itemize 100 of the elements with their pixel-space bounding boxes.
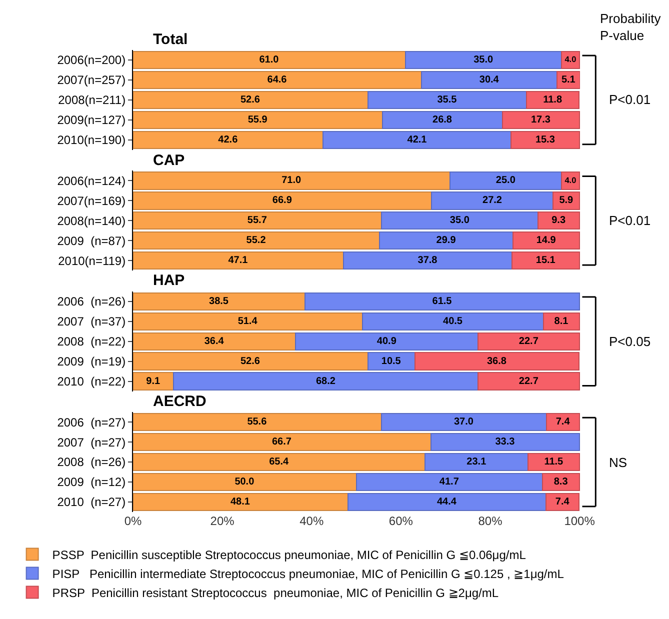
data-label: 66.9 xyxy=(272,195,292,206)
y-tick-label: 2009(n=127) xyxy=(57,113,126,128)
bar xyxy=(546,412,580,432)
bar xyxy=(133,130,324,150)
data-label: 4.0 xyxy=(564,55,577,64)
data-label: 61.0 xyxy=(259,54,280,66)
data-label: 55.6 xyxy=(247,416,268,428)
data-label: 15.1 xyxy=(536,255,556,266)
data-label: 30.4 xyxy=(479,74,500,86)
y-tick-label: 2010(n=190) xyxy=(57,133,126,148)
data-label: 65.4 xyxy=(269,456,289,468)
data-label: 23.1 xyxy=(466,456,487,468)
data-label: 35.0 xyxy=(450,215,470,226)
bar xyxy=(528,452,580,472)
y-tick-label: 2010 (n=27) xyxy=(57,495,126,510)
bar xyxy=(133,452,426,472)
data-label: 55.9 xyxy=(248,114,268,126)
bar xyxy=(502,110,580,130)
bar xyxy=(356,472,543,492)
bar xyxy=(133,292,306,310)
data-label: 5.1 xyxy=(561,74,576,86)
y-tick-label: 2007(n=257) xyxy=(57,73,126,88)
x-tick-label: 40% xyxy=(300,514,324,528)
legend-label: PSSP Penicillin susceptible Streptococcus pneumoniae, MIC of Penicillin G ≦0.06μg/mL xyxy=(52,548,526,562)
y-tick-label: 2006 (n=26) xyxy=(57,294,126,309)
data-label: 37.8 xyxy=(418,255,438,266)
data-label: 27.2 xyxy=(482,195,502,206)
y-tick-label: 2009 (n=87) xyxy=(57,234,126,248)
bar xyxy=(133,492,348,512)
text: P<0.05 xyxy=(609,334,651,349)
bar xyxy=(420,70,558,90)
bar xyxy=(362,312,544,330)
bar xyxy=(510,130,580,150)
data-label: 40.9 xyxy=(376,336,397,347)
bar xyxy=(133,110,384,130)
bar xyxy=(526,90,580,110)
chart-title: CAP xyxy=(153,152,185,169)
x-tick-label: 0% xyxy=(124,514,142,528)
x-tick-label: 60% xyxy=(388,514,414,528)
chart-title: Total xyxy=(153,31,188,48)
data-label: 9.3 xyxy=(552,215,566,226)
bar xyxy=(546,492,580,512)
bar xyxy=(342,252,513,270)
data-label: 8.3 xyxy=(554,476,568,488)
bar xyxy=(133,252,344,270)
bar xyxy=(367,90,527,110)
y-tick-label: 2010 (n=22) xyxy=(57,374,126,389)
bar xyxy=(304,292,580,310)
bar xyxy=(133,70,422,90)
data-label: 50.0 xyxy=(234,476,255,488)
data-label: 7.4 xyxy=(556,416,570,428)
data-label: 38.5 xyxy=(209,296,229,307)
data-label: 36.4 xyxy=(204,336,224,347)
data-label: 51.4 xyxy=(238,316,258,327)
data-label: 42.6 xyxy=(218,134,238,146)
y-tick-label: 2008 (n=26) xyxy=(57,455,126,470)
bar xyxy=(133,432,432,452)
y-tick-label: 2006(n=200) xyxy=(57,53,126,68)
data-label: 25.0 xyxy=(496,175,516,186)
bar xyxy=(133,232,380,250)
data-label: 11.8 xyxy=(543,94,562,106)
y-tick-label: 2010(n=119) xyxy=(58,254,126,268)
data-label: 15.3 xyxy=(535,134,556,146)
bar xyxy=(512,252,580,270)
data-label: 68.2 xyxy=(316,376,336,387)
data-label: 48.1 xyxy=(230,496,250,508)
data-label: 10.5 xyxy=(381,356,402,367)
legend-label: PISP Penicillin intermediate Streptococcus pneumoniae, MIC of Penicillin G ≦0.125 , ≧1μg/mL xyxy=(52,566,564,581)
x-tick-label: 20% xyxy=(210,514,235,528)
data-label: 61.5 xyxy=(432,296,452,307)
bar xyxy=(404,50,562,70)
bar xyxy=(542,312,580,330)
x-tick-label: 100% xyxy=(564,514,596,528)
y-tick-label: 2007 (n=27) xyxy=(57,435,126,450)
text: NS xyxy=(609,455,628,470)
data-label: 35.0 xyxy=(474,54,494,66)
bar xyxy=(512,232,580,250)
legend-label: PRSP Penicillin resistant Streptococcus pneumoniae, MIC of Penicillin G ≧2μg/mL xyxy=(52,586,499,600)
bar xyxy=(347,492,547,512)
data-label: 42.1 xyxy=(407,134,428,146)
chart-title: AECRD xyxy=(153,393,206,410)
data-label: 22.7 xyxy=(518,336,539,347)
data-label: 9.1 xyxy=(146,376,160,387)
text: P<0.01 xyxy=(609,92,651,107)
data-label: 41.7 xyxy=(439,476,460,488)
data-label: 37.0 xyxy=(454,416,474,428)
data-label: 47.1 xyxy=(228,255,248,266)
bar xyxy=(380,412,548,432)
data-label: 52.6 xyxy=(240,356,260,367)
data-label: 17.3 xyxy=(530,114,551,126)
data-label: 22.7 xyxy=(518,376,539,387)
bar xyxy=(133,472,357,492)
data-label: 36.8 xyxy=(486,356,507,367)
data-label: 55.7 xyxy=(247,215,268,226)
text: P<0.01 xyxy=(609,213,651,228)
data-label: 44.4 xyxy=(436,496,457,508)
data-label: 29.9 xyxy=(436,235,456,246)
data-label: 55.2 xyxy=(246,235,266,246)
text: Probability P-value xyxy=(600,11,662,43)
bar xyxy=(382,110,503,130)
